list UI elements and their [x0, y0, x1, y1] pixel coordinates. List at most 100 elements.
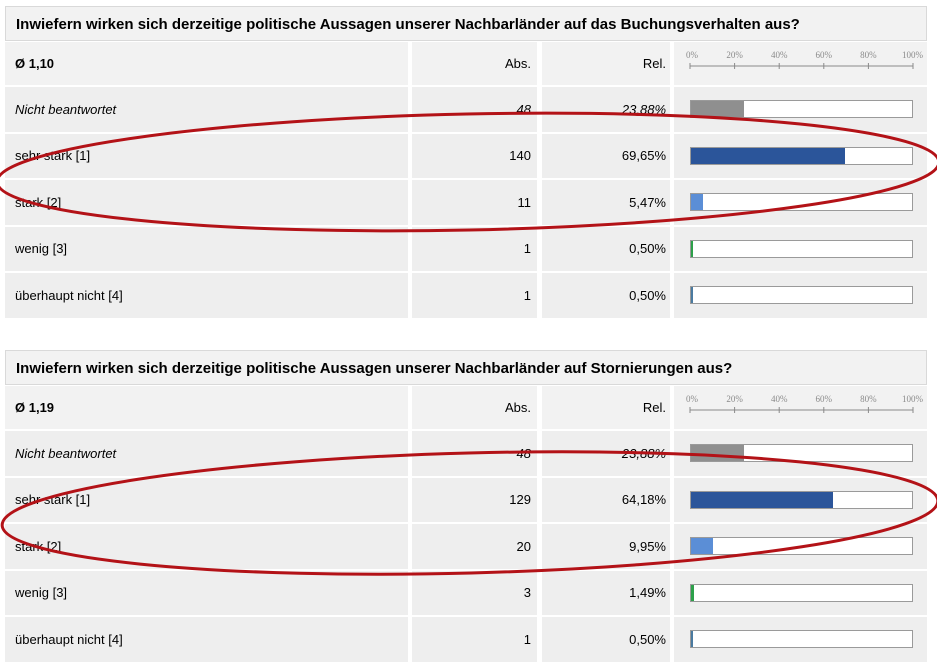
average-score: Ø 1,10: [5, 41, 408, 86]
abs-value: 1: [410, 225, 537, 272]
header-row: Ø 1,19 Abs. Rel. 0% 20% 40% 60% 80% 100%: [5, 385, 927, 430]
scale-tick-label: 0%: [686, 394, 699, 404]
bar-cell: [672, 569, 927, 616]
progress-bar-fill: [691, 584, 695, 601]
abs-value: 1: [410, 616, 537, 663]
row-label: Nicht beantwortet: [5, 430, 408, 477]
rel-value: 5,47%: [540, 179, 670, 226]
abs-value: 20: [410, 523, 537, 570]
survey-table-cancellations: Inwiefern wirken sich derzeitige politis…: [5, 350, 927, 665]
table-title: Inwiefern wirken sich derzeitige politis…: [5, 6, 927, 41]
row-label: überhaupt nicht [4]: [5, 616, 408, 663]
bar-cell: [672, 132, 927, 179]
progress-bar: [690, 537, 913, 556]
abs-header: Abs.: [410, 41, 537, 86]
progress-bar-fill: [691, 287, 693, 304]
header-row: Ø 1,10 Abs. Rel. 0% 20% 40% 60% 80% 100%: [5, 41, 927, 86]
average-score: Ø 1,19: [5, 385, 408, 430]
progress-bar: [690, 490, 913, 509]
row-label: stark [2]: [5, 179, 408, 226]
progress-bar: [690, 286, 913, 305]
rel-value: 69,65%: [540, 132, 670, 179]
rel-value: 9,95%: [540, 523, 670, 570]
table-row: wenig [3] 1 0,50%: [5, 225, 927, 272]
rel-header: Rel.: [540, 385, 670, 430]
progress-bar: [690, 100, 913, 119]
abs-value: 140: [410, 132, 537, 179]
progress-bar: [690, 444, 913, 463]
abs-value: 48: [410, 430, 537, 477]
progress-bar-fill: [691, 631, 693, 648]
bar-cell: [672, 523, 927, 570]
scale-tick-label: 20%: [726, 394, 743, 404]
bar-cell: [672, 430, 927, 477]
row-label: sehr stark [1]: [5, 132, 408, 179]
progress-bar-fill: [691, 538, 713, 555]
row-label: stark [2]: [5, 523, 408, 570]
progress-bar: [690, 239, 913, 258]
bar-cell: [672, 616, 927, 663]
progress-bar: [690, 583, 913, 602]
abs-value: 1: [410, 272, 537, 319]
scale-tick-label: 80%: [860, 50, 877, 60]
abs-value: 3: [410, 569, 537, 616]
progress-bar: [690, 630, 913, 649]
scale-tick-label: 20%: [726, 50, 743, 60]
scale-tick-label: 60%: [816, 394, 833, 404]
bar-cell: [672, 272, 927, 319]
scale-tick-label: 100%: [902, 50, 924, 60]
abs-value: 48: [410, 86, 537, 133]
rel-value: 0,50%: [540, 225, 670, 272]
bar-cell: [672, 179, 927, 226]
row-label: überhaupt nicht [4]: [5, 272, 408, 319]
scale-svg: 0% 20% 40% 60% 80% 100%: [686, 50, 924, 69]
rel-value: 0,50%: [540, 616, 670, 663]
table-row: wenig [3] 3 1,49%: [5, 569, 927, 616]
rel-header: Rel.: [540, 41, 670, 86]
scale-tick-label: 80%: [860, 394, 877, 404]
table-row: überhaupt nicht [4] 1 0,50%: [5, 616, 927, 663]
abs-header: Abs.: [410, 385, 537, 430]
scale-tick-label: 40%: [771, 50, 788, 60]
progress-bar-fill: [691, 147, 845, 164]
table-row: stark [2] 20 9,95%: [5, 523, 927, 570]
scale-tick-label: 60%: [816, 50, 833, 60]
survey-table-booking: Inwiefern wirken sich derzeitige politis…: [5, 6, 927, 326]
bar-cell: [672, 86, 927, 133]
rel-value: 23,88%: [540, 430, 670, 477]
table-title: Inwiefern wirken sich derzeitige politis…: [5, 350, 927, 385]
rel-value: 64,18%: [540, 476, 670, 523]
progress-bar: [690, 193, 913, 212]
row-label: Nicht beantwortet: [5, 86, 408, 133]
table-row: Nicht beantwortet 48 23,88%: [5, 86, 927, 133]
scale-axis: 0% 20% 40% 60% 80% 100%: [674, 386, 929, 429]
abs-value: 129: [410, 476, 537, 523]
table-row: stark [2] 11 5,47%: [5, 179, 927, 226]
bar-cell: [672, 225, 927, 272]
bar-cell: [672, 476, 927, 523]
scale-tick-label: 0%: [686, 50, 699, 60]
progress-bar-fill: [691, 240, 693, 257]
progress-bar-fill: [691, 445, 744, 462]
rel-value: 1,49%: [540, 569, 670, 616]
rel-value: 0,50%: [540, 272, 670, 319]
table-row: sehr stark [1] 140 69,65%: [5, 132, 927, 179]
scale-svg: 0% 20% 40% 60% 80% 100%: [686, 394, 924, 413]
abs-value: 11: [410, 179, 537, 226]
table-row: überhaupt nicht [4] 1 0,50%: [5, 272, 927, 319]
row-label: sehr stark [1]: [5, 476, 408, 523]
scale-tick-label: 40%: [771, 394, 788, 404]
progress-bar-fill: [691, 194, 704, 211]
percent-scale: 0% 20% 40% 60% 80% 100%: [672, 385, 927, 430]
progress-bar: [690, 146, 913, 165]
table-row: Nicht beantwortet 48 23,88%: [5, 430, 927, 477]
table-row: sehr stark [1] 129 64,18%: [5, 476, 927, 523]
progress-bar-fill: [691, 101, 744, 118]
progress-bar-fill: [691, 491, 833, 508]
scale-tick-label: 100%: [902, 394, 924, 404]
row-label: wenig [3]: [5, 225, 408, 272]
percent-scale: 0% 20% 40% 60% 80% 100%: [672, 41, 927, 86]
scale-axis: 0% 20% 40% 60% 80% 100%: [674, 42, 929, 85]
row-label: wenig [3]: [5, 569, 408, 616]
rel-value: 23,88%: [540, 86, 670, 133]
